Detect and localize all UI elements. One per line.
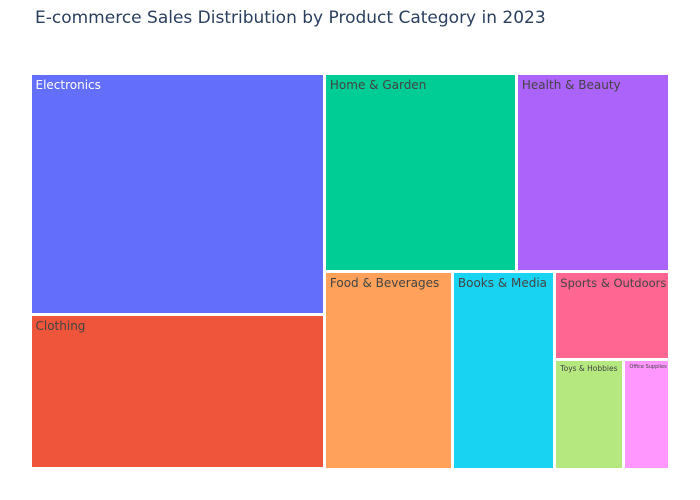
tile-electronics[interactable]: Electronics xyxy=(31,74,323,313)
tile-label: Sports & Outdoors xyxy=(560,275,667,290)
tile-home-garden[interactable]: Home & Garden xyxy=(325,74,515,270)
tile-label: Food & Beverages xyxy=(329,275,440,290)
tile-label: Home & Garden xyxy=(329,77,427,92)
treemap-plot: Electronics Clothing Home & Garden Health &… xyxy=(30,73,670,469)
chart-title: E-commerce Sales Distribution by Product… xyxy=(35,8,546,28)
tile-sports-outdoors[interactable]: Sports & Outdoors xyxy=(556,272,669,358)
tile-label: Toys & Hobbies xyxy=(560,363,618,373)
tile-label: Health & Beauty xyxy=(521,77,621,92)
tile-label: Office Supplies xyxy=(629,363,667,370)
tile-label: Electronics xyxy=(35,77,101,92)
tile-books-media[interactable]: Books & Media xyxy=(453,272,554,468)
tile-clothing[interactable]: Clothing xyxy=(31,315,323,468)
tile-toys-hobbies[interactable]: Toys & Hobbies xyxy=(556,360,623,468)
tile-office-supplies[interactable]: Office Supplies xyxy=(625,360,669,468)
tile-food-beverages[interactable]: Food & Beverages xyxy=(325,272,451,468)
tile-label: Books & Media xyxy=(457,275,548,290)
tile-label: Clothing xyxy=(35,318,86,333)
tile-health-beauty[interactable]: Health & Beauty xyxy=(517,74,669,270)
